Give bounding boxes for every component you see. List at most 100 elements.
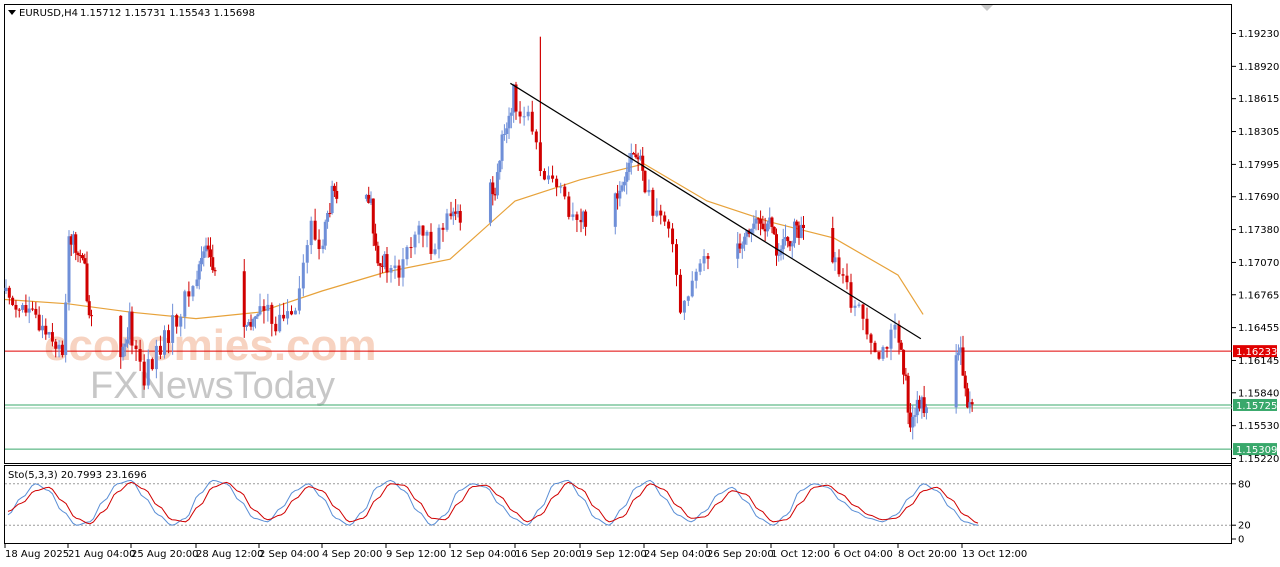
candle-body bbox=[197, 264, 201, 280]
candle-body bbox=[530, 111, 534, 132]
candle-body bbox=[254, 316, 257, 319]
candle-body bbox=[211, 257, 215, 271]
candle-body bbox=[547, 175, 550, 180]
candle-body bbox=[918, 399, 922, 409]
candle-body bbox=[278, 314, 282, 332]
candle-body bbox=[675, 244, 678, 275]
candle-body bbox=[305, 245, 309, 263]
candle-body bbox=[87, 301, 91, 316]
candle-body bbox=[749, 228, 753, 234]
candle-body bbox=[449, 213, 453, 217]
candle-body bbox=[301, 262, 305, 289]
candle-body bbox=[54, 341, 58, 349]
candle-body bbox=[579, 219, 583, 223]
candle-body bbox=[920, 397, 924, 409]
candle-body bbox=[74, 234, 78, 253]
candle-body bbox=[963, 375, 967, 389]
candle-body bbox=[802, 224, 805, 229]
candle-body bbox=[765, 223, 769, 232]
time-tick-label: 4 Sep 20:00 bbox=[322, 549, 382, 560]
price-level-labels: 1.16233 1.15725 1.15309 bbox=[1233, 345, 1277, 456]
candle-body bbox=[328, 213, 332, 215]
candle-body bbox=[770, 217, 774, 227]
time-tick-label: 28 Aug 12:00 bbox=[196, 549, 263, 560]
candle-body bbox=[690, 280, 694, 297]
candle-body bbox=[970, 402, 974, 405]
candle-body bbox=[736, 243, 740, 259]
candle-body bbox=[763, 229, 767, 232]
price-level-tag-current bbox=[1233, 398, 1277, 411]
candle-body bbox=[759, 218, 763, 224]
price-tick-label: 1.15220 bbox=[1238, 454, 1279, 465]
candle-body bbox=[7, 287, 11, 298]
candle-body bbox=[187, 291, 191, 297]
candle-body bbox=[752, 223, 756, 229]
candle-body bbox=[571, 214, 575, 217]
candle-body bbox=[924, 407, 928, 414]
candle-body bbox=[659, 210, 663, 216]
candle-body bbox=[69, 236, 73, 245]
symbol-dropdown-icon[interactable] bbox=[8, 10, 16, 15]
stoch-line-main bbox=[7, 479, 979, 526]
candle-body bbox=[179, 316, 183, 327]
scroll-marker-icon[interactable] bbox=[981, 5, 993, 11]
candle-body bbox=[869, 334, 873, 343]
candle-body bbox=[11, 297, 15, 305]
candle-body bbox=[797, 225, 801, 238]
candle-body bbox=[323, 221, 327, 246]
candle-body bbox=[50, 332, 54, 342]
stochastic-oscillator: 80 20 0 bbox=[5, 479, 1251, 546]
candle-body bbox=[72, 234, 75, 245]
price-tick-label: 1.19230 bbox=[1238, 29, 1279, 40]
candle-body bbox=[401, 259, 405, 278]
candle-body bbox=[258, 306, 262, 315]
candle-body bbox=[761, 223, 765, 230]
candle-body bbox=[369, 198, 373, 203]
candle-body bbox=[495, 172, 499, 196]
trendline[interactable] bbox=[510, 82, 922, 340]
candle-body bbox=[655, 210, 659, 216]
candle-body bbox=[138, 349, 142, 362]
candle-body bbox=[14, 304, 18, 310]
price-level-label: 1.15309 bbox=[1236, 445, 1277, 456]
candle-body bbox=[777, 254, 781, 256]
price-tick-label: 1.17995 bbox=[1238, 160, 1279, 171]
candle-body bbox=[286, 311, 290, 319]
candle-body bbox=[282, 314, 286, 319]
candle-body bbox=[4, 287, 8, 292]
time-tick-label: 26 Sep 20:00 bbox=[707, 549, 774, 560]
candle-body bbox=[841, 274, 845, 276]
candle-body bbox=[790, 243, 794, 247]
candle-body bbox=[567, 196, 571, 217]
stoch-line-signal bbox=[7, 481, 979, 525]
candle-body bbox=[24, 305, 28, 313]
candle-body bbox=[961, 347, 965, 376]
time-tick-label: 18 Aug 2025 bbox=[5, 549, 69, 560]
stoch-tick-label: 0 bbox=[1238, 535, 1244, 546]
candle-body bbox=[911, 416, 915, 428]
time-tick-label: 12 Sep 04:00 bbox=[450, 549, 517, 560]
candle-body bbox=[405, 247, 409, 260]
candle-body bbox=[293, 310, 297, 315]
candle-body bbox=[542, 171, 546, 180]
candle-body bbox=[799, 224, 803, 238]
candle-body bbox=[555, 178, 559, 187]
candle-body bbox=[76, 252, 80, 256]
candle-body bbox=[451, 211, 455, 217]
candle-body bbox=[904, 374, 908, 376]
candle-body bbox=[754, 218, 758, 224]
trendline-layer bbox=[510, 82, 922, 340]
candle-body bbox=[456, 211, 460, 214]
candle-body bbox=[641, 155, 645, 171]
candle-body bbox=[625, 171, 629, 182]
candle-body bbox=[678, 274, 682, 313]
candle-body bbox=[518, 111, 522, 117]
candle-body bbox=[498, 160, 502, 173]
candle-body bbox=[873, 342, 877, 353]
time-tick-label: 19 Sep 12:00 bbox=[580, 549, 647, 560]
candle-body bbox=[889, 329, 893, 349]
candle-body bbox=[44, 325, 48, 335]
candle-body bbox=[500, 134, 504, 161]
candle-body bbox=[195, 279, 199, 287]
candle-body bbox=[57, 344, 61, 349]
